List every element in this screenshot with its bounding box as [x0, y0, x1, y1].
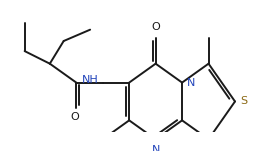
Text: N: N [187, 78, 195, 88]
Text: NH: NH [82, 75, 99, 85]
Text: O: O [71, 112, 79, 122]
Text: O: O [151, 22, 160, 32]
Text: S: S [241, 96, 248, 106]
Text: N: N [152, 145, 160, 151]
